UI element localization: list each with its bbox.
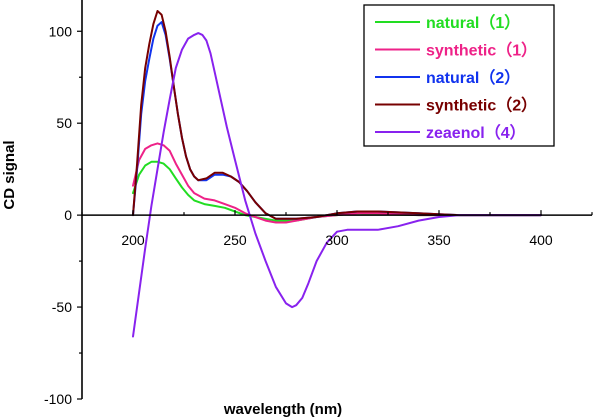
legend: natural（1） synthetic（1） natural（2） syntheti… — [363, 4, 555, 147]
x-tick-label: 200 — [121, 232, 145, 248]
y-tick-label: 100 — [49, 23, 73, 39]
y-tick-label: 0 — [64, 207, 72, 223]
legend-label-5: zeaenol（4） — [426, 124, 526, 142]
legend-items: natural（1） synthetic（1） natural（2） syntheti… — [375, 14, 537, 142]
x-tick-label: 300 — [325, 232, 349, 248]
x-tick-label: 350 — [427, 232, 451, 248]
legend-label-3: natural（2） — [426, 69, 520, 87]
legend-label-4: synthetic（2） — [426, 97, 537, 115]
y-tick-label: -100 — [44, 391, 72, 407]
series-line-5 — [132, 32, 542, 338]
x-tick-label: 400 — [529, 232, 553, 248]
series-line-2 — [132, 142, 542, 224]
x-axis-title: wavelength (nm) — [223, 401, 342, 418]
ticks-layer: -100 -50 0 50 100 200 250 300 350 400 — [44, 23, 593, 407]
y-tick-label: -50 — [52, 299, 72, 315]
x-tick-label: 250 — [223, 232, 247, 248]
legend-label-1: natural（1） — [426, 14, 520, 32]
legend-box — [363, 4, 555, 147]
legend-label-2: synthetic（1） — [426, 42, 537, 60]
y-axis-title: CD signal — [1, 140, 18, 209]
series-line-4 — [132, 10, 542, 220]
y-tick-label: 50 — [56, 115, 72, 131]
